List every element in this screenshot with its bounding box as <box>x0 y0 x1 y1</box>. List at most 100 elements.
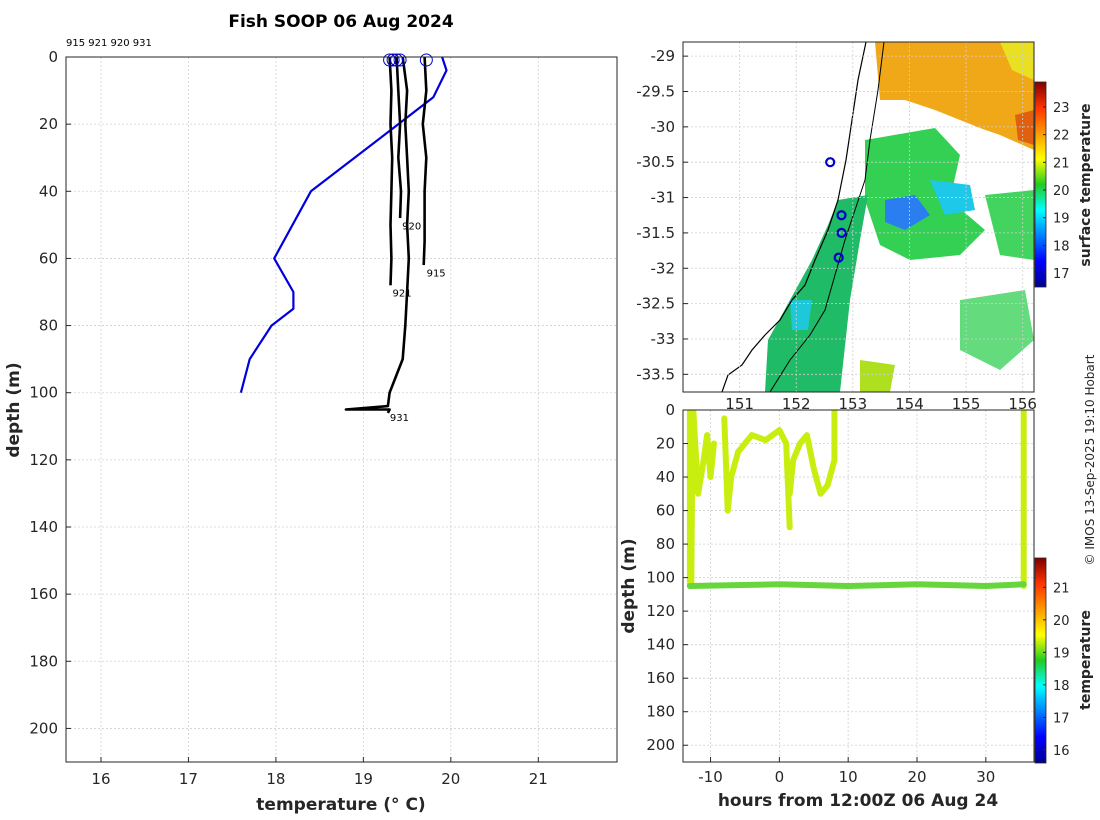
time-depth-y-tick-label: 80 <box>656 535 675 553</box>
sst-colorbar-tick-label: 20 <box>1053 184 1070 199</box>
isobath-line <box>769 42 885 392</box>
profile-series-920 <box>395 56 403 219</box>
profile-series <box>239 56 448 414</box>
sst-south-yellow <box>860 360 895 392</box>
time-depth-y-label: depth (m) <box>619 538 639 633</box>
temperature-colorbar-tick-label: 21 <box>1053 581 1070 596</box>
temperature-colorbar-label: temperature <box>1078 610 1094 710</box>
profile-x-label: temperature (° C) <box>256 795 425 815</box>
profile-x-tick-label: 20 <box>441 770 460 788</box>
profile-x-tick-label: 16 <box>91 770 110 788</box>
profile-axes-box <box>65 56 618 763</box>
sst-colorbar-ticks: 17 18 19 20 21 22 23 <box>1043 101 1070 282</box>
sst-east-green-region <box>985 190 1034 260</box>
map-x-tick-label: 151 <box>725 395 754 413</box>
sst-cool-patch <box>885 195 930 230</box>
map-station-marker <box>833 252 844 263</box>
credit-text: © IMOS 13-Sep-2025 19:10 Hobart <box>1083 354 1097 565</box>
temperature-colorbar-tick-label: 17 <box>1053 711 1070 726</box>
map-x-tick-label: 156 <box>1008 395 1037 413</box>
time-depth-y-tick-label: 180 <box>646 703 675 721</box>
profile-label-921: 921 <box>392 289 411 300</box>
sst-colorbar-tick-label: 21 <box>1053 156 1070 171</box>
sst-hot-yellow-region <box>1000 42 1034 80</box>
time-depth-panel: -10 0 10 20 30 0 20 40 60 80 100 120 140 160 180 200 h… <box>619 401 1094 811</box>
sst-south-green-region <box>960 290 1034 370</box>
profile-x-tick-label: 21 <box>529 770 548 788</box>
time-depth-y-tick-label: 100 <box>646 569 675 587</box>
map-x-tick-label: 152 <box>782 395 811 413</box>
time-depth-x-tick-label: 10 <box>839 768 858 786</box>
sst-colorbar-label: surface temperature <box>1078 103 1094 266</box>
profile-surface-marker <box>419 53 433 67</box>
profile-label-915: 915 <box>427 269 446 280</box>
profile-series-915 <box>421 56 428 266</box>
time-depth-y-tick-label: 20 <box>656 435 675 453</box>
profile-y-tick-label: 120 <box>29 451 58 469</box>
profile-y-tick-label: 0 <box>48 48 58 66</box>
time-depth-y-tick-label: 140 <box>646 636 675 654</box>
profile-labels: 915 921 920 931 <box>390 222 446 424</box>
profile-y-ticks: 0 20 40 60 80 100 120 140 160 180 200 <box>29 48 71 737</box>
time-depth-y-tick-label: 0 <box>665 401 675 419</box>
time-depth-tow-track <box>786 410 838 497</box>
profile-y-tick-label: 20 <box>39 115 58 133</box>
profile-x-ticks: 16 17 18 19 20 21 <box>91 757 548 788</box>
profile-y-tick-label: 140 <box>29 518 58 536</box>
temperature-colorbar-tick-label: 16 <box>1053 744 1070 759</box>
time-depth-x-tick-label: 30 <box>976 768 995 786</box>
profile-series-921 <box>388 56 394 286</box>
sst-map-panel: 151 152 153 154 155 156 -29 -29.5 -30 -30.5 -31 -3… <box>636 41 1094 413</box>
map-y-tick-label: -30 <box>651 118 676 136</box>
time-depth-x-ticks: -10 0 10 20 30 <box>698 757 995 786</box>
temperature-colorbar-ticks: 16 17 18 19 20 21 <box>1043 581 1070 759</box>
profile-x-tick-label: 19 <box>354 770 373 788</box>
map-y-tick-label: -31 <box>651 189 676 207</box>
map-y-ticks: -29 -29.5 -30 -30.5 -31 -31.5 -32 -32.5 -33 -33.5 <box>636 47 688 383</box>
temperature-colorbar-tick-label: 19 <box>1053 646 1070 661</box>
temperature-colorbar-tick-label: 20 <box>1053 614 1070 629</box>
sst-warm-region <box>875 42 1034 150</box>
map-x-tick-label: 153 <box>839 395 868 413</box>
time-depth-y-tick-label: 60 <box>656 502 675 520</box>
time-depth-x-tick-label: -10 <box>698 768 723 786</box>
time-depth-tow-track <box>721 415 793 531</box>
profile-surface-marker <box>383 53 397 67</box>
map-stations <box>825 157 847 263</box>
profile-x-tick-label: 17 <box>179 770 198 788</box>
profile-series-climatology <box>239 56 448 393</box>
map-y-tick-label: -33.5 <box>636 365 675 383</box>
time-depth-axes-box <box>682 409 1035 763</box>
map-y-tick-label: -33 <box>651 330 676 348</box>
time-depth-y-ticks: 0 20 40 60 80 100 120 140 160 180 200 <box>646 401 688 754</box>
profile-surface-marker <box>386 53 400 67</box>
map-x-ticks: 151 152 153 154 155 156 <box>725 395 1037 413</box>
profile-y-label: depth (m) <box>4 362 24 457</box>
time-depth-bottom-track <box>686 581 1027 590</box>
map-station-marker <box>836 227 847 239</box>
map-grid <box>683 42 1034 392</box>
time-depth-y-tick-label: 40 <box>656 468 675 486</box>
profile-y-tick-label: 60 <box>39 249 58 267</box>
profile-y-tick-label: 160 <box>29 585 58 603</box>
profile-label-920: 920 <box>402 222 421 233</box>
sst-mid-green-region <box>865 128 985 260</box>
sst-colorbar-tick-label: 18 <box>1053 239 1070 254</box>
profile-y-tick-label: 180 <box>29 652 58 670</box>
map-y-tick-label: -31.5 <box>636 224 675 242</box>
profile-x-tick-label: 18 <box>266 770 285 788</box>
temperature-colorbar-tick-label: 18 <box>1053 679 1070 694</box>
profile-y-tick-label: 40 <box>39 182 58 200</box>
figure-title: Fish SOOP 06 Aug 2024 <box>228 12 454 32</box>
sst-shelf-water <box>765 195 868 392</box>
profile-y-tick-label: 200 <box>29 719 58 737</box>
sst-shelf-cyan <box>790 300 812 330</box>
time-depth-x-tick-label: 20 <box>907 768 926 786</box>
time-depth-y-tick-label: 120 <box>646 602 675 620</box>
sst-hot-red-region <box>1015 110 1034 145</box>
profile-y-tick-label: 100 <box>29 384 58 402</box>
time-depth-x-label: hours from 12:00Z 06 Aug 24 <box>718 791 999 811</box>
profile-label-931: 931 <box>390 413 409 424</box>
profile-surface-marker <box>393 53 407 67</box>
profile-panel: 915 921 920 931 16 17 18 19 20 21 0 20 40 60 80 100 12… <box>4 48 618 815</box>
